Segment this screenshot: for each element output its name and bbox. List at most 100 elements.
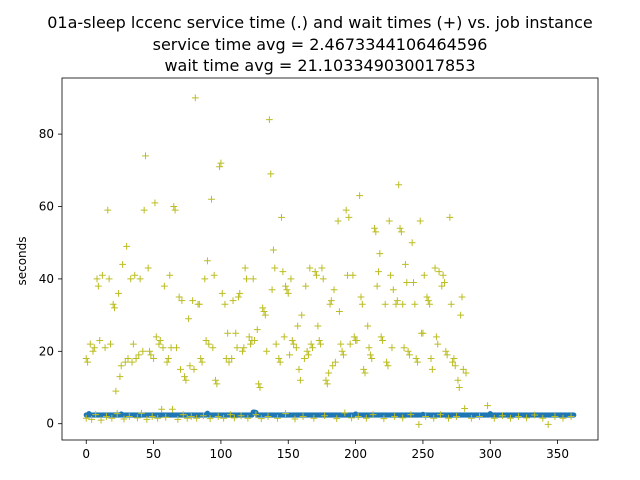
wait-time-point [337,340,345,348]
wait-time-point [408,239,416,247]
wait-time-point [177,366,184,373]
wait-time-point [154,414,162,422]
wait-time-point [195,300,203,308]
wait-time-point [198,358,206,366]
wait-time-point [116,373,124,381]
wait-time-point [282,282,289,290]
wait-time-point [544,421,552,428]
wait-time-point [407,411,415,419]
wait-time-point [507,414,514,422]
wait-time-point [306,264,314,272]
wait-time-point [236,289,244,297]
wait-time-point [399,300,407,308]
wait-time-point [373,282,381,290]
x-tick-label: 0 [82,447,90,461]
wait-time-point [249,275,257,283]
wait-time-point [419,329,427,337]
wait-time-point [265,116,273,124]
wait-time-point [462,369,470,377]
wait-time-point [204,257,211,265]
wait-time-point [411,300,419,308]
wait-time-point [551,413,559,420]
wait-time-point [280,333,288,341]
wait-time-point [224,329,232,337]
wait-time-point [399,414,407,422]
wait-time-point [256,384,264,391]
wait-time-point [255,380,263,388]
wait-time-point [449,358,456,366]
wait-time-point [294,322,302,330]
wait-time-point [412,355,420,362]
wait-time-point [303,347,311,355]
wait-time-point [101,344,109,352]
wait-time-point [245,333,253,341]
y-tick-label: 40 [39,272,54,286]
wait-time-point [432,333,440,341]
wait-time-point [221,300,229,308]
wait-time-point [385,217,393,225]
chart-title-line-3: wait time avg = 21.103349030017853 [164,56,475,75]
wait-time-point [134,414,141,422]
wait-time-point [450,355,458,362]
wait-time-point [117,362,125,370]
wait-time-point [191,94,199,102]
wait-time-point [125,413,133,420]
wait-time-point [216,163,223,171]
wait-time-point [206,415,214,423]
wait-time-point [209,344,217,352]
wait-time-point [371,224,378,232]
wait-time-point [288,337,296,344]
y-axis-label: seconds [15,236,29,285]
wait-time-point [136,275,144,283]
x-tick-label: 200 [344,447,367,461]
wait-time-point [427,355,435,362]
wait-time-point [392,300,400,308]
wait-time-point [214,413,222,420]
wait-time-point [317,340,324,348]
wait-time-point [368,355,376,362]
wait-time-point [105,275,113,283]
wait-time-point [372,228,380,236]
y-tick-label: 60 [39,200,54,214]
wait-time-point [291,415,299,423]
wait-time-point [323,380,331,388]
wait-time-point [420,271,428,279]
wait-time-point [120,415,128,423]
wait-time-point [142,152,149,160]
wait-time-point [454,376,462,384]
wait-time-point [202,337,210,344]
wait-time-point [468,414,475,422]
wait-time-point [96,337,104,344]
wait-time-point [164,355,172,362]
wait-time-point [257,415,265,423]
wait-time-point [349,271,357,279]
wait-time-point [315,337,323,344]
wait-time-point [268,286,276,294]
wait-time-point [329,362,337,370]
wait-time-point [445,414,452,422]
wait-time-point [84,358,91,366]
wait-time-point [156,337,164,344]
wait-time-point [397,228,405,236]
wait-time-point [395,181,403,189]
wait-time-point [148,413,156,420]
wait-time-point [406,351,413,359]
wait-time-point [431,264,439,272]
wait-time-point [197,355,205,362]
wait-time-point [173,344,180,352]
wait-time-point [342,206,350,214]
wait-time-point [104,206,112,214]
wait-time-point [200,412,207,420]
wait-time-point [305,351,312,359]
wait-time-point [360,366,368,373]
wait-time-point [446,213,454,221]
wait-time-point [279,268,287,276]
wait-time-point [185,315,192,323]
wait-time-point [393,297,401,305]
wait-time-point [241,264,249,272]
wait-time-point [139,347,147,355]
wait-time-point [299,413,307,420]
wait-time-point [217,159,225,167]
wait-time-point [309,344,316,352]
wait-time-point [260,308,268,315]
